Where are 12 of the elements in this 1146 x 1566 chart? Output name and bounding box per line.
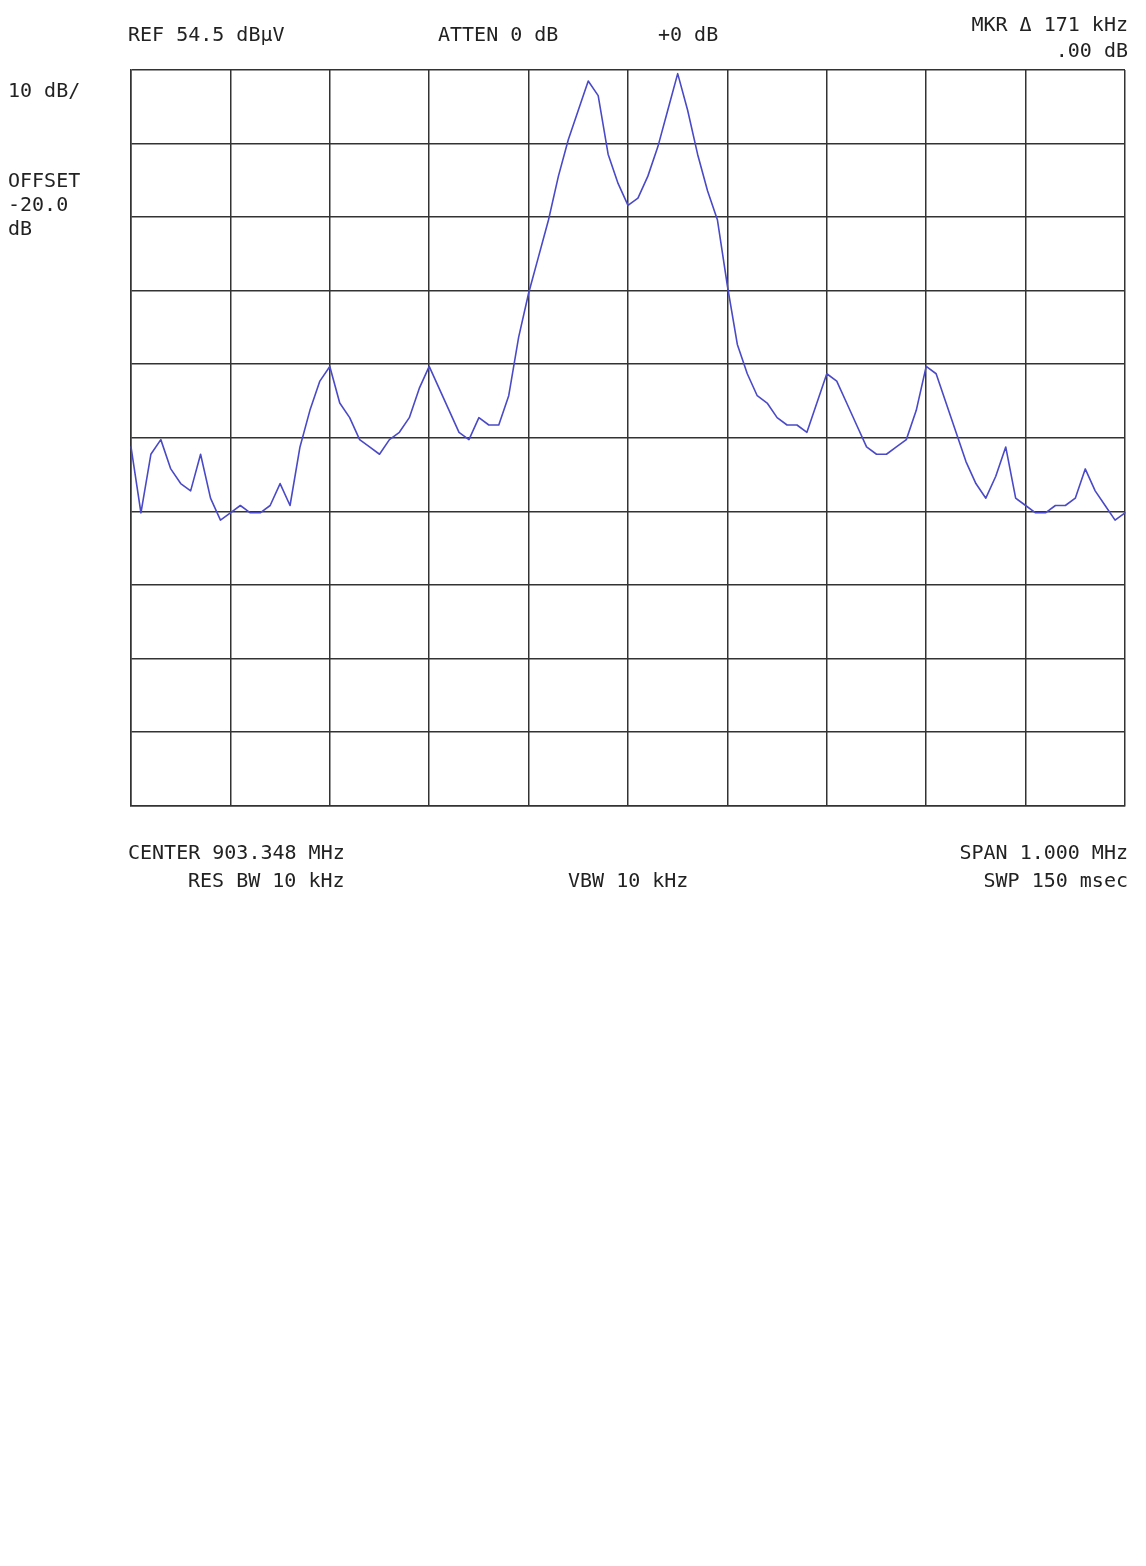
- text: SPAN 1.000 MHz: [959, 840, 1128, 864]
- text: .00 dB: [1055, 38, 1128, 62]
- text: VBW 10 kHz: [568, 868, 689, 892]
- text: RES BW 10 kHz: [188, 868, 345, 892]
- text: +0 dB: [658, 22, 719, 46]
- text: REF 54.5 dBµV: [128, 22, 285, 46]
- text: SWP 150 msec: [983, 868, 1128, 892]
- text: CENTER 903.348 MHz: [128, 840, 345, 864]
- text: OFFSET -20.0 dB: [8, 168, 82, 240]
- text: 10 dB/: [8, 78, 81, 102]
- text: MKR Δ 171 kHz: [971, 12, 1128, 36]
- text: ATTEN 0 dB: [438, 22, 559, 46]
